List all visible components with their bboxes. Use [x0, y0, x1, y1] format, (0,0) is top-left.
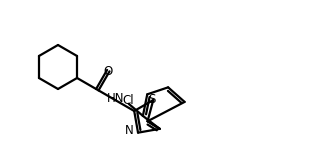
Text: Cl: Cl — [123, 94, 135, 107]
Text: O: O — [103, 65, 113, 78]
Text: HN: HN — [107, 92, 124, 105]
Text: S: S — [149, 93, 156, 106]
Text: N: N — [125, 124, 134, 137]
